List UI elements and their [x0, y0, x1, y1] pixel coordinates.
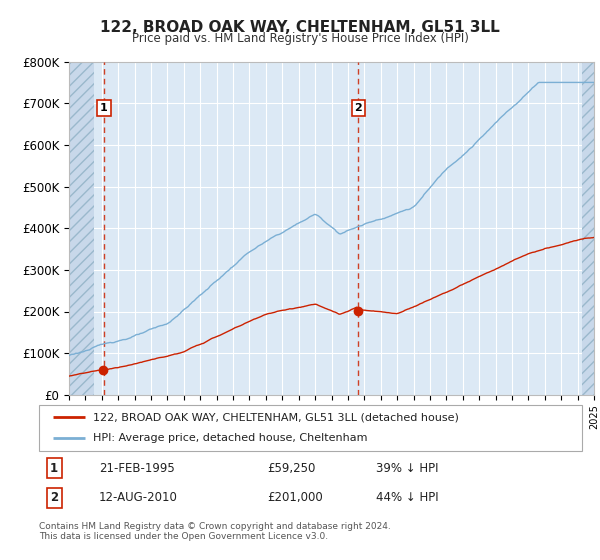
Text: 122, BROAD OAK WAY, CHELTENHAM, GL51 3LL: 122, BROAD OAK WAY, CHELTENHAM, GL51 3LL [100, 20, 500, 35]
Text: HPI: Average price, detached house, Cheltenham: HPI: Average price, detached house, Chel… [94, 433, 368, 444]
Bar [69, 62, 94, 395]
Text: £201,000: £201,000 [267, 491, 323, 504]
Text: 1: 1 [50, 462, 58, 475]
FancyBboxPatch shape [39, 405, 582, 451]
Text: Contains HM Land Registry data © Crown copyright and database right 2024.: Contains HM Land Registry data © Crown c… [39, 522, 391, 531]
Text: 1: 1 [100, 103, 108, 113]
Text: 39% ↓ HPI: 39% ↓ HPI [376, 462, 438, 475]
Text: 12-AUG-2010: 12-AUG-2010 [99, 491, 178, 504]
Text: Price paid vs. HM Land Registry's House Price Index (HPI): Price paid vs. HM Land Registry's House … [131, 32, 469, 45]
Text: 2: 2 [354, 103, 362, 113]
Text: £59,250: £59,250 [267, 462, 316, 475]
Text: 122, BROAD OAK WAY, CHELTENHAM, GL51 3LL (detached house): 122, BROAD OAK WAY, CHELTENHAM, GL51 3LL… [94, 412, 459, 422]
Text: 21-FEB-1995: 21-FEB-1995 [99, 462, 175, 475]
Text: 2: 2 [50, 491, 58, 504]
Text: 44% ↓ HPI: 44% ↓ HPI [376, 491, 438, 504]
Text: This data is licensed under the Open Government Licence v3.0.: This data is licensed under the Open Gov… [39, 532, 328, 541]
Bar [581, 62, 598, 395]
